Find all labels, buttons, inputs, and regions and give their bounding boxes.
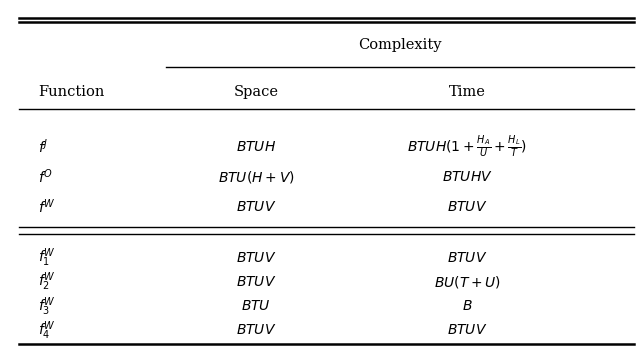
Text: $BTUV$: $BTUV$ xyxy=(447,324,488,337)
Text: $BTUV$: $BTUV$ xyxy=(236,275,276,289)
Text: $BU(T+U)$: $BU(T+U)$ xyxy=(434,274,500,290)
Text: $BTUH$: $BTUH$ xyxy=(236,140,276,154)
Text: $BTUHV$: $BTUHV$ xyxy=(442,170,493,184)
Text: $f_2^W$: $f_2^W$ xyxy=(38,271,56,293)
Text: $BTU$: $BTU$ xyxy=(241,299,271,313)
Text: $f_3^W$: $f_3^W$ xyxy=(38,295,56,318)
Text: $BTUV$: $BTUV$ xyxy=(447,200,488,213)
Text: $BTU(H+V)$: $BTU(H+V)$ xyxy=(218,169,294,185)
Text: $f_4^W$: $f_4^W$ xyxy=(38,319,56,342)
Text: $f^O$: $f^O$ xyxy=(38,168,54,186)
Text: $f^J$: $f^J$ xyxy=(38,138,49,156)
Text: Time: Time xyxy=(449,85,486,99)
Text: $BTUV$: $BTUV$ xyxy=(236,251,276,265)
Text: Function: Function xyxy=(38,85,105,99)
Text: $BTUV$: $BTUV$ xyxy=(236,324,276,337)
Text: $BTUH(1 + \frac{H_A}{U} + \frac{H_L}{T})$: $BTUH(1 + \frac{H_A}{U} + \frac{H_L}{T})… xyxy=(407,134,527,160)
Text: $B$: $B$ xyxy=(462,299,472,313)
Text: $f_1^W$: $f_1^W$ xyxy=(38,246,56,269)
Text: Complexity: Complexity xyxy=(358,38,442,52)
Text: Space: Space xyxy=(234,85,278,99)
Text: $BTUV$: $BTUV$ xyxy=(236,200,276,213)
Text: $BTUV$: $BTUV$ xyxy=(447,251,488,265)
Text: $f^W$: $f^W$ xyxy=(38,197,56,216)
